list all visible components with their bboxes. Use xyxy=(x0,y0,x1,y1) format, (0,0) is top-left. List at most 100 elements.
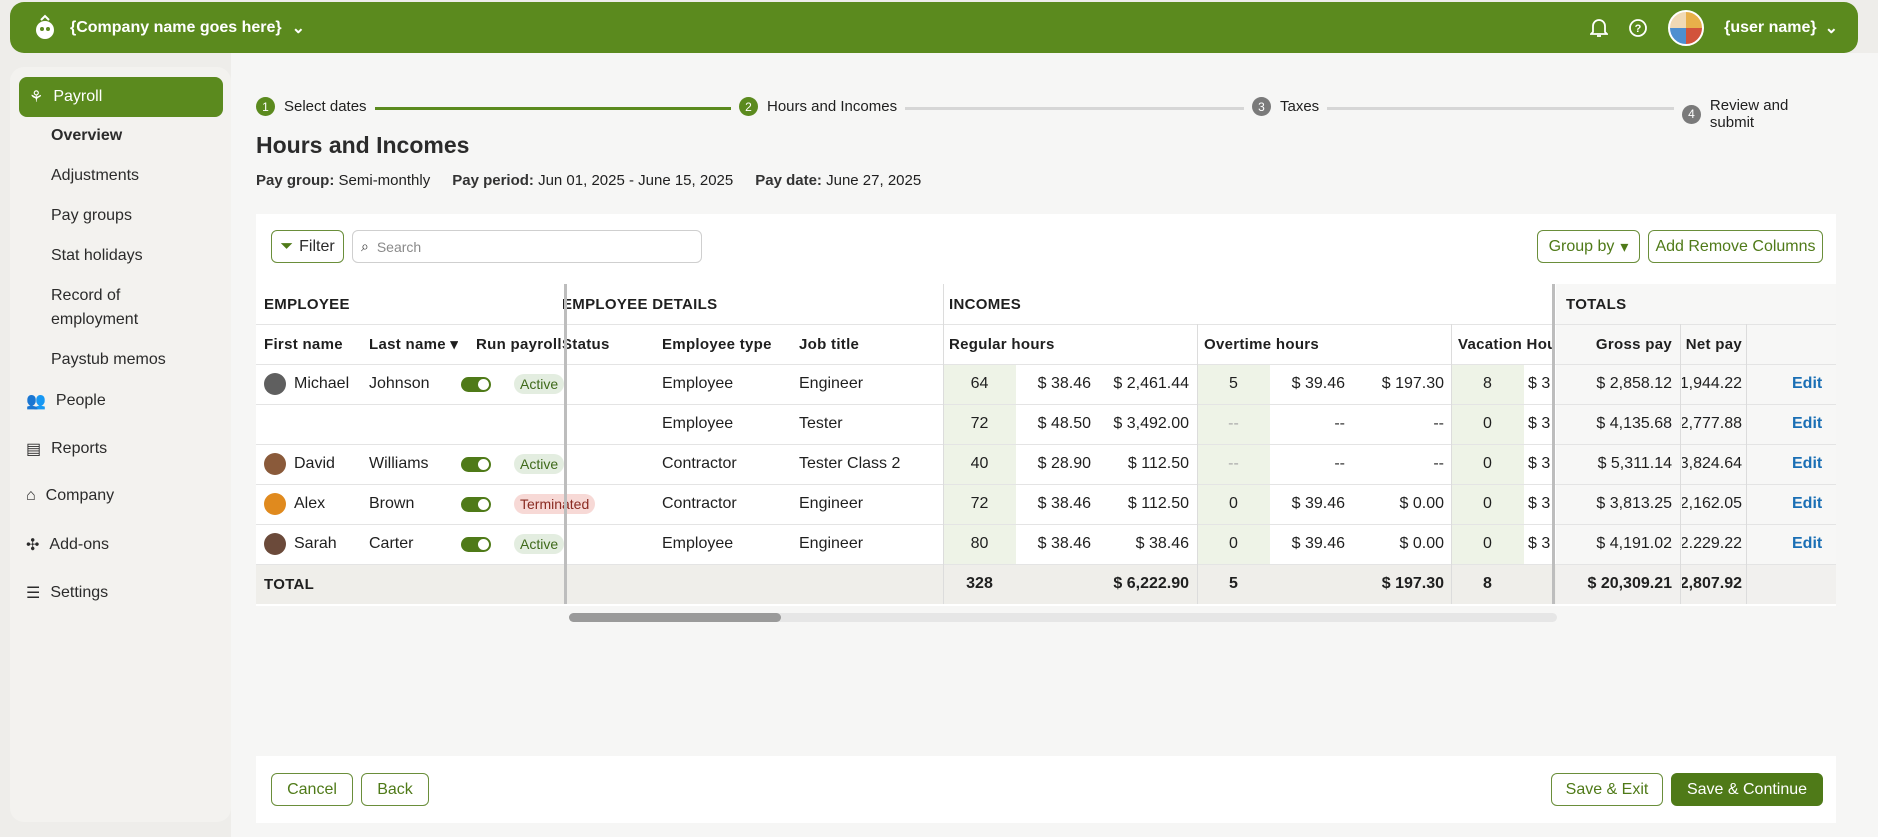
cell-vac-hours[interactable]: 0 xyxy=(1451,524,1524,564)
run-payroll-toggle[interactable] xyxy=(461,524,491,564)
row-divider xyxy=(256,364,1836,365)
sidebar-sub-stat-holidays[interactable]: Stat holidays xyxy=(51,247,143,264)
edit-link[interactable]: Edit xyxy=(1792,375,1823,392)
toggle-switch[interactable] xyxy=(461,496,491,512)
toggle-switch[interactable] xyxy=(461,536,491,552)
sidebar-sub-record-of[interactable]: Record of xyxy=(51,287,121,304)
back-button[interactable]: Back xyxy=(361,773,429,806)
sidebar-sub-overview[interactable]: Overview xyxy=(51,127,123,144)
company-logo-icon[interactable] xyxy=(30,13,60,43)
cell-reg-amount-text: $ 2,461.44 xyxy=(1113,375,1189,392)
user-avatar[interactable] xyxy=(1668,9,1705,46)
cell-first-name xyxy=(264,404,364,444)
group-by-button[interactable]: Group by ▾ xyxy=(1537,230,1640,263)
total-label: TOTAL xyxy=(264,575,315,593)
sidebar: ⚘ Payroll Overview Adjustments Pay group… xyxy=(10,67,231,822)
sidebar-sub-employment[interactable]: employment xyxy=(51,311,139,328)
cell-ot-rate-text: -- xyxy=(1334,455,1345,472)
bell-icon[interactable] xyxy=(1590,18,1609,38)
col-regular-hours[interactable]: Regular hours xyxy=(949,335,1055,353)
col-run-payroll[interactable]: Run payroll xyxy=(476,335,562,353)
toggle-switch[interactable] xyxy=(461,456,491,472)
cell-vac-hours-text: 8 xyxy=(1483,375,1492,392)
cell-ot-hours[interactable]: 0 xyxy=(1197,524,1270,564)
step-taxes[interactable]: 3 Taxes xyxy=(1244,97,1328,116)
step-hours-incomes[interactable]: 2 Hours and Incomes xyxy=(731,97,906,116)
cell-ot-hours[interactable]: -- xyxy=(1197,404,1270,444)
cell-vac-hours[interactable]: 8 xyxy=(1451,364,1524,404)
sidebar-item-company[interactable]: ⌂ Company xyxy=(26,487,114,505)
edit-link[interactable]: Edit xyxy=(1792,415,1823,432)
cell-gross-pay-text: $ 3,813.25 xyxy=(1596,495,1672,512)
col-net-pay[interactable]: Net pay xyxy=(1685,335,1742,353)
sidebar-item-people[interactable]: 👥 People xyxy=(26,391,106,411)
cell-gross-pay-text: $ 4,135.68 xyxy=(1596,415,1672,432)
step-review-submit[interactable]: 4 Review and submit xyxy=(1674,97,1836,131)
cell-vac-hours-text: 0 xyxy=(1483,415,1492,432)
total-ot-hours: 5 xyxy=(1229,575,1238,592)
user-menu[interactable]: {user name} ⌄ xyxy=(1724,18,1838,38)
col-gross-pay[interactable]: Gross pay xyxy=(1595,335,1672,353)
search-input[interactable]: ⌕ Search xyxy=(352,230,702,263)
edit-link[interactable]: Edit xyxy=(1792,455,1823,472)
sidebar-item-payroll[interactable]: ⚘ Payroll xyxy=(19,77,223,117)
toggle-switch[interactable] xyxy=(461,376,491,392)
cancel-button[interactable]: Cancel xyxy=(271,773,353,806)
save-continue-button[interactable]: Save & Continue xyxy=(1671,773,1823,806)
cell-reg-amount: $ 38.46 xyxy=(1096,524,1189,564)
cell-net-pay: $ 3,824.64 xyxy=(1682,444,1742,484)
add-remove-columns-button[interactable]: Add Remove Columns xyxy=(1648,230,1823,263)
cell-ot-rate: -- xyxy=(1270,404,1345,444)
sidebar-sub-pay-groups[interactable]: Pay groups xyxy=(51,207,132,224)
cell-gross-pay: $ 2,858.12 xyxy=(1556,364,1672,404)
help-icon[interactable]: ? xyxy=(1628,18,1648,38)
col-status[interactable]: Status xyxy=(562,335,610,353)
cell-job-title: Engineer xyxy=(799,524,939,564)
cell-reg-amount: $ 2,461.44 xyxy=(1096,364,1189,404)
run-payroll-toggle[interactable] xyxy=(461,444,491,484)
cell-ot-hours[interactable]: 5 xyxy=(1197,364,1270,404)
step-number: 2 xyxy=(739,97,758,116)
col-job-title[interactable]: Job title xyxy=(799,335,860,353)
cell-reg-hours[interactable]: 72 xyxy=(943,404,1016,444)
cell-status: Active xyxy=(514,524,565,564)
col-overtime-hours[interactable]: Overtime hours xyxy=(1204,335,1320,353)
company-switcher[interactable]: {Company name goes here} ⌄ xyxy=(70,18,305,38)
col-last-name[interactable]: Last name ▾ xyxy=(369,336,459,353)
cell-net-pay-text: $ 1,944.22 xyxy=(1682,375,1742,392)
cell-ot-amount-text: $ 0.00 xyxy=(1399,535,1444,552)
col-employee-type[interactable]: Employee type xyxy=(662,335,772,353)
cell-last-name-text: Brown xyxy=(369,495,415,512)
edit-link[interactable]: Edit xyxy=(1792,495,1823,512)
sidebar-sub-adjustments[interactable]: Adjustments xyxy=(51,167,140,184)
filter-button[interactable]: ⏷ Filter xyxy=(271,230,344,263)
col-first-name[interactable]: First name xyxy=(264,335,343,353)
cell-job-title: Tester Class 2 xyxy=(799,444,939,484)
sidebar-item-settings[interactable]: ☰ Settings xyxy=(26,583,108,603)
cell-reg-hours[interactable]: 64 xyxy=(943,364,1016,404)
group-employee: EMPLOYEE xyxy=(264,295,350,313)
cell-vac-hours[interactable]: 0 xyxy=(1451,484,1524,524)
sidebar-item-addons[interactable]: ✣ Add-ons xyxy=(26,535,109,555)
edit-link[interactable]: Edit xyxy=(1792,535,1823,552)
sidebar-sub-paystub-memos[interactable]: Paystub memos xyxy=(51,351,166,368)
cell-vac-hours[interactable]: 0 xyxy=(1451,404,1524,444)
employee-avatar xyxy=(264,533,286,555)
horizontal-scrollbar[interactable] xyxy=(569,613,1557,622)
cell-last-name: Carter xyxy=(369,524,469,564)
cell-vac-hours[interactable]: 0 xyxy=(1451,444,1524,484)
cell-reg-hours[interactable]: 72 xyxy=(943,484,1016,524)
save-exit-button[interactable]: Save & Exit xyxy=(1551,773,1663,806)
cell-ot-hours[interactable]: 0 xyxy=(1197,484,1270,524)
cell-job-title: Engineer xyxy=(799,484,939,524)
scrollbar-thumb[interactable] xyxy=(569,613,781,622)
run-payroll-toggle[interactable] xyxy=(461,484,491,524)
run-payroll-toggle[interactable] xyxy=(461,364,491,404)
step-select-dates[interactable]: 1 Select dates xyxy=(256,97,375,116)
cell-reg-hours[interactable]: 80 xyxy=(943,524,1016,564)
sidebar-item-reports[interactable]: ▤ Reports xyxy=(26,439,107,459)
col-vacation-hours[interactable]: Vacation Hour xyxy=(1458,335,1554,353)
cell-ot-hours[interactable]: -- xyxy=(1197,444,1270,484)
cell-reg-hours[interactable]: 40 xyxy=(943,444,1016,484)
company-name: {Company name goes here} xyxy=(70,18,282,36)
